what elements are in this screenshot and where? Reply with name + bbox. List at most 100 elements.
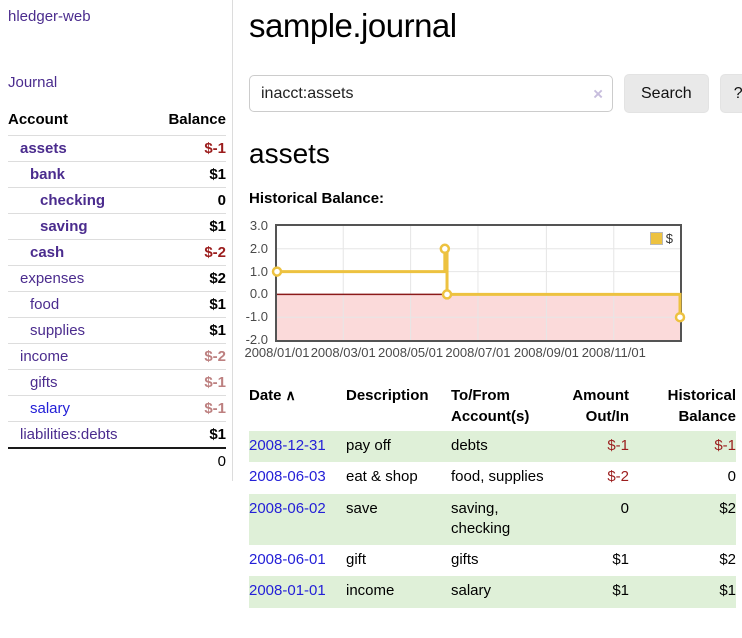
search-form: × Search ?	[249, 74, 742, 113]
transaction-description: eat & shop	[346, 462, 451, 493]
account-link[interactable]: food	[30, 296, 59, 313]
transaction-balance: $2	[641, 545, 736, 576]
accounts-total-row: 0	[8, 448, 226, 475]
account-row-gifts: gifts $-1	[8, 370, 226, 396]
transaction-amount: 0	[559, 494, 641, 546]
transaction-balance: 0	[641, 462, 736, 493]
account-balance: $1	[151, 162, 226, 188]
register-row: 2008-06-02 save saving, checking 0 $2	[249, 494, 736, 546]
account-link[interactable]: checking	[40, 192, 105, 209]
transaction-date-link[interactable]: 2008-06-01	[249, 551, 326, 568]
account-row-income: income $-2	[8, 344, 226, 370]
transaction-balance: $1	[641, 576, 736, 607]
search-help-button[interactable]: ?	[720, 74, 742, 113]
transaction-accounts: salary	[451, 576, 559, 607]
register-row: 2008-01-01 income salary $1 $1	[249, 576, 736, 607]
y-tick-label: -1.0	[242, 310, 268, 324]
account-balance: $-2	[151, 240, 226, 266]
account-balance: 0	[151, 188, 226, 214]
account-link[interactable]: cash	[30, 244, 64, 261]
page-title: sample.journal	[249, 7, 742, 45]
account-row-checking: checking 0	[8, 188, 226, 214]
col-header-amount: Amount Out/In	[559, 382, 641, 431]
y-tick-label: 2.0	[242, 242, 268, 256]
transaction-accounts: food, supplies	[451, 462, 559, 493]
chart-y-axis: 3.02.01.00.0-1.0-2.0	[245, 224, 271, 342]
sort-ascending-icon: ∧	[286, 387, 296, 403]
account-row-salary: salary $-1	[8, 396, 226, 422]
transaction-amount: $-2	[559, 462, 641, 493]
transaction-balance: $-1	[641, 431, 736, 462]
accounts-total-value: 0	[151, 448, 226, 475]
register-table: Date∧ Description To/From Account(s) Amo…	[249, 382, 736, 608]
transaction-amount: $-1	[559, 431, 641, 462]
transaction-accounts: debts	[451, 431, 559, 462]
accounts-table: Account Balance assets $-1 bank $1 check…	[8, 105, 226, 475]
transaction-balance: $2	[641, 494, 736, 546]
y-tick-label: 0.0	[242, 287, 268, 301]
chart-x-axis: 2008/01/012008/03/012008/05/012008/07/01…	[275, 345, 682, 363]
account-link[interactable]: expenses	[20, 270, 84, 287]
search-button[interactable]: Search	[624, 74, 709, 113]
col-header-accounts: To/From Account(s)	[451, 382, 559, 431]
account-row-saving: saving $1	[8, 214, 226, 240]
register-row: 2008-06-03 eat & shop food, supplies $-2…	[249, 462, 736, 493]
account-link[interactable]: salary	[30, 400, 70, 417]
sidebar: hledger-web Journal Account Balance asse…	[0, 0, 233, 481]
accounts-col-header: Account	[8, 105, 151, 136]
account-link[interactable]: gifts	[30, 374, 58, 391]
x-tick-label: 2008/03/01	[311, 345, 376, 360]
account-row-supplies: supplies $1	[8, 318, 226, 344]
transaction-date-link[interactable]: 2008-01-01	[249, 582, 326, 599]
transaction-description: pay off	[346, 431, 451, 462]
account-balance: $1	[151, 422, 226, 449]
transaction-description: gift	[346, 545, 451, 576]
x-tick-label: 2008/07/01	[445, 345, 510, 360]
clear-search-icon[interactable]: ×	[593, 85, 603, 102]
y-tick-label: 1.0	[242, 265, 268, 279]
account-balance: $1	[151, 214, 226, 240]
register-header-row: Date∧ Description To/From Account(s) Amo…	[249, 382, 736, 431]
account-link[interactable]: liabilities:debts	[20, 426, 118, 443]
chart-heading: Historical Balance:	[249, 190, 742, 207]
col-header-description: Description	[346, 382, 451, 431]
hledger-web-app: hledger-web Journal Account Balance asse…	[0, 0, 742, 638]
col-header-date: Date∧	[249, 382, 346, 431]
account-link[interactable]: supplies	[30, 322, 85, 339]
search-input[interactable]	[249, 75, 613, 112]
account-heading: assets	[249, 138, 742, 170]
transaction-amount: $1	[559, 545, 641, 576]
transaction-amount: $1	[559, 576, 641, 607]
x-tick-label: 2008/11/01	[582, 345, 646, 360]
col-header-balance: Historical Balance	[641, 382, 736, 431]
account-link[interactable]: assets	[20, 140, 67, 157]
register-row: 2008-12-31 pay off debts $-1 $-1	[249, 431, 736, 462]
x-tick-label: 2008/01/01	[244, 345, 309, 360]
account-row-expenses: expenses $2	[8, 266, 226, 292]
account-balance: $2	[151, 266, 226, 292]
account-balance: $-2	[151, 344, 226, 370]
brand-link[interactable]: hledger-web	[8, 8, 224, 25]
historical-balance-chart: 3.02.01.00.0-1.0-2.0 $ 2008/01/012008/03…	[275, 224, 682, 363]
main-content: sample.journal × Search ? assets Histori…	[233, 0, 742, 638]
transaction-date-link[interactable]: 2008-06-03	[249, 468, 326, 485]
legend-swatch-icon	[650, 232, 663, 245]
search-box: ×	[249, 75, 613, 112]
account-balance: $1	[151, 318, 226, 344]
account-balance: $-1	[151, 136, 226, 162]
balance-chart-plot: $	[275, 224, 682, 342]
transaction-date-link[interactable]: 2008-12-31	[249, 437, 326, 454]
sidebar-item-journal[interactable]: Journal	[8, 74, 224, 91]
account-balance: $-1	[151, 396, 226, 422]
y-tick-label: 3.0	[242, 219, 268, 233]
account-balance: $1	[151, 292, 226, 318]
account-link[interactable]: saving	[40, 218, 88, 235]
transaction-description: income	[346, 576, 451, 607]
account-row-food: food $1	[8, 292, 226, 318]
account-link[interactable]: income	[20, 348, 68, 365]
account-link[interactable]: bank	[30, 166, 65, 183]
transaction-date-link[interactable]: 2008-06-02	[249, 500, 326, 517]
account-balance: $-1	[151, 370, 226, 396]
legend-label: $	[666, 231, 673, 246]
account-row-assets: assets $-1	[8, 136, 226, 162]
